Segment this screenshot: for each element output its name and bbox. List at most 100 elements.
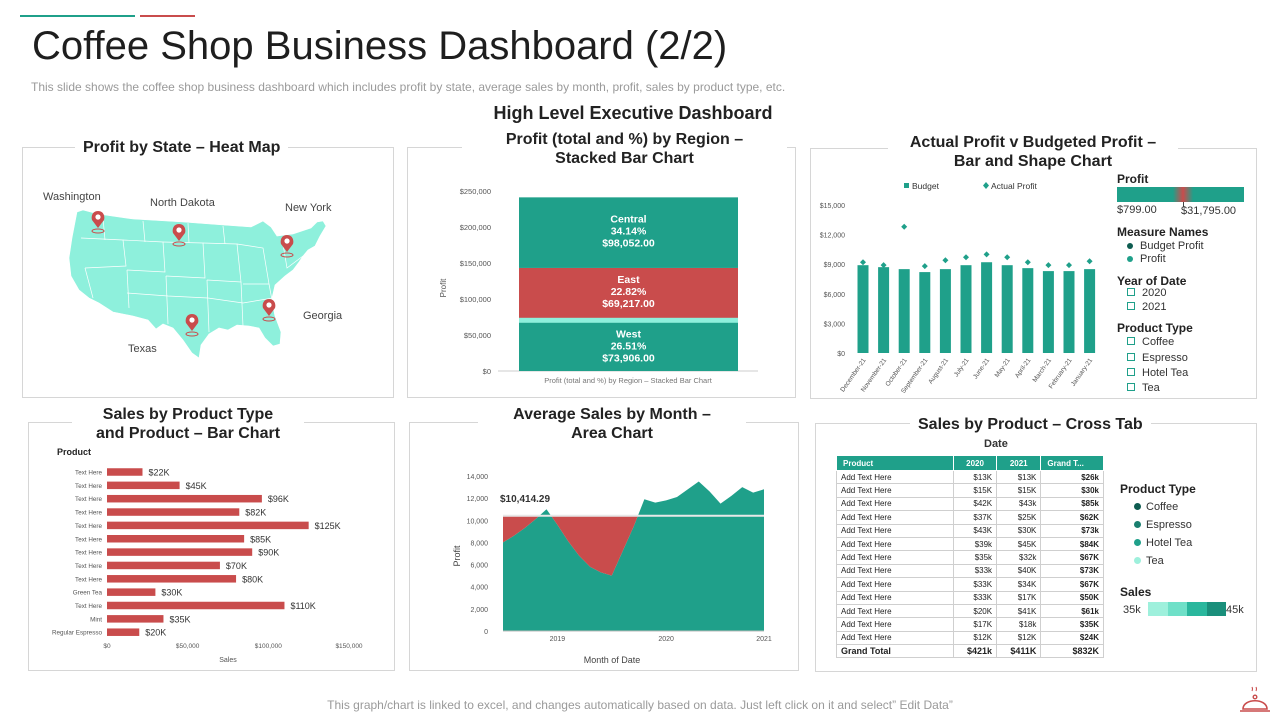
col-header-grand-total[interactable]: Grand T... bbox=[1040, 455, 1104, 471]
budget-chart: Budget Actual Profit $0 $3,000 $6,000 $9,00… bbox=[820, 181, 1096, 395]
product-bar bbox=[107, 588, 156, 596]
sales-gradient-bar[interactable] bbox=[1148, 602, 1226, 616]
product-bar-category-label: Text Here bbox=[75, 576, 102, 583]
area-panel: 0 2,000 4,000 6,000 8,000 10,000 12,000 14,000 … bbox=[409, 422, 799, 671]
crosstab-ptype-label: Tea bbox=[1146, 555, 1164, 567]
product-bar bbox=[107, 468, 143, 476]
measure-profit-item[interactable]: Profit bbox=[1127, 253, 1166, 265]
crosstab-product-cell: Add Text Here bbox=[836, 550, 954, 565]
crosstab-value-cell: $33K bbox=[952, 577, 998, 592]
crosstab-ptype-label: Coffee bbox=[1146, 501, 1179, 513]
crosstab-value-cell: $24K bbox=[1040, 630, 1104, 646]
crosstab-ptype-item[interactable]: Coffee bbox=[1134, 500, 1192, 518]
ptype-coffee-item[interactable]: Coffee bbox=[1127, 336, 1174, 348]
col-header-product[interactable]: Product bbox=[836, 455, 954, 471]
actual-profit-marker bbox=[1024, 259, 1031, 266]
crosstab-product-cell: Add Text Here bbox=[836, 590, 954, 605]
budget-xtick-label: June-21 bbox=[972, 357, 991, 381]
crosstab-value-cell: $17K bbox=[996, 590, 1042, 605]
stacked-bar-chart: $0 $50,000 $100,000 $150,000 $200,000 $250,00… bbox=[439, 187, 758, 385]
crosstab-table: Product 2020 2021 Grand T... Add Text He… bbox=[836, 455, 1104, 659]
us-map[interactable] bbox=[23, 148, 393, 397]
crosstab-ptype-item[interactable]: Hotel Tea bbox=[1134, 536, 1192, 554]
section-title: High Level Executive Dashboard bbox=[493, 103, 773, 123]
product-bar-xtick-label: $50,000 bbox=[176, 643, 200, 650]
stacked-ytick-label: $200,000 bbox=[460, 223, 491, 232]
crosstab-product-cell: Grand Total bbox=[836, 644, 954, 659]
ptype-tea-item[interactable]: Tea bbox=[1127, 382, 1160, 394]
cloche-icon bbox=[1240, 686, 1270, 712]
sales-min-label: 35k bbox=[1123, 604, 1141, 616]
dot-icon bbox=[1134, 557, 1141, 564]
actual-profit-marker bbox=[1045, 262, 1052, 269]
product-bar bbox=[107, 535, 245, 543]
budget-bar bbox=[939, 269, 951, 353]
crosstab-ptype-item[interactable]: Espresso bbox=[1134, 518, 1192, 536]
stacked-segment-label: 22.82% bbox=[611, 286, 647, 298]
actual-profit-marker bbox=[1086, 258, 1093, 265]
crosstab-title: Sales by Product – Cross Tab bbox=[910, 415, 1151, 434]
stacked-segment-label: 34.14% bbox=[611, 226, 647, 238]
legend-budget-swatch bbox=[904, 183, 909, 188]
product-bar-value-label: $70K bbox=[226, 561, 247, 571]
col-header-2020[interactable]: 2020 bbox=[952, 455, 998, 471]
dot-icon bbox=[1127, 256, 1133, 262]
crosstab-value-cell: $20K bbox=[952, 603, 998, 619]
crosstab-panel: Date Product 2020 2021 Grand T... Add Te… bbox=[815, 423, 1257, 672]
area-ytick-label: 6,000 bbox=[470, 563, 488, 570]
col-header-2021[interactable]: 2021 bbox=[996, 455, 1042, 471]
crosstab-value-cell: $411K bbox=[996, 644, 1042, 659]
product-bar-value-label: $125K bbox=[315, 521, 341, 531]
year-2020-item[interactable]: 2020 bbox=[1127, 287, 1166, 299]
ptype-hoteltea-item[interactable]: Hotel Tea bbox=[1127, 367, 1188, 379]
crosstab-value-cell: $12K bbox=[996, 630, 1042, 646]
crosstab-value-cell: $50K bbox=[1040, 590, 1104, 605]
product-bar bbox=[107, 601, 285, 610]
stacked-segment-west bbox=[519, 317, 738, 371]
crosstab-total-row: Grand Total $421k $411K $832K bbox=[836, 644, 1104, 659]
product-type-title: Product Type bbox=[1117, 321, 1193, 335]
stacked-title: Profit (total and %) by Region – Stacked… bbox=[462, 130, 787, 168]
ptype-coffee-label: Coffee bbox=[1142, 336, 1175, 348]
product-bar bbox=[107, 628, 140, 636]
product-bar-xtick-label: $150,000 bbox=[335, 643, 362, 650]
crosstab-ptype-label: Espresso bbox=[1146, 519, 1192, 531]
ptype-espresso-item[interactable]: Espresso bbox=[1127, 352, 1188, 364]
heatmap-title: Profit by State – Heat Map bbox=[75, 138, 289, 157]
stacked-title-line1: Profit (total and %) by Region – bbox=[505, 131, 744, 148]
sales-gradient-step bbox=[1206, 602, 1226, 616]
product-bar-category-label: Text Here bbox=[75, 603, 102, 610]
product-bar-value-label: $85K bbox=[250, 534, 271, 544]
budget-ytick-label: $0 bbox=[837, 351, 845, 358]
crosstab-ptype-item[interactable]: Tea bbox=[1134, 554, 1192, 572]
crosstab-value-cell: $15K bbox=[996, 483, 1042, 498]
year-2021-item[interactable]: 2021 bbox=[1127, 301, 1166, 313]
area-title-line2: Area Chart bbox=[571, 425, 653, 442]
budget-bar bbox=[1001, 265, 1013, 353]
product-bar-panel: Product Text Here $22K Text Here $45K Text H… bbox=[28, 422, 395, 671]
stacked-segment-label: Central bbox=[610, 214, 646, 226]
stacked-segment-label: $69,217.00 bbox=[602, 298, 655, 310]
sales-gradient-step bbox=[1187, 602, 1207, 616]
crosstab-product-cell: Add Text Here bbox=[836, 496, 954, 512]
budget-xtick-label: August-21 bbox=[927, 357, 950, 386]
measure-names-title: Measure Names bbox=[1117, 225, 1209, 239]
profit-gradient-bar[interactable] bbox=[1117, 187, 1244, 202]
area-ytick-label: 0 bbox=[484, 629, 488, 636]
budget-bar bbox=[1022, 268, 1034, 353]
measure-budget-item[interactable]: Budget Profit bbox=[1127, 240, 1204, 252]
table-row: Add Text Here $43K $30K $73k bbox=[836, 523, 1104, 538]
budget-bar bbox=[857, 265, 869, 353]
actual-profit-marker bbox=[860, 259, 866, 266]
product-bar-title: Sales by Product Type and Product – Bar … bbox=[72, 405, 304, 443]
product-bar bbox=[107, 561, 220, 570]
actual-profit-marker bbox=[1004, 254, 1011, 261]
sales-gradient-step bbox=[1167, 602, 1187, 616]
year-2020-label: 2020 bbox=[1142, 287, 1167, 299]
stacked-segment-east bbox=[519, 267, 738, 318]
page-subtitle: This slide shows the coffee shop busines… bbox=[31, 80, 786, 94]
product-bar-category-label: Green Tea bbox=[73, 590, 103, 597]
crosstab-value-cell: $67K bbox=[1040, 550, 1104, 565]
stacked-ytick-label: $150,000 bbox=[460, 259, 491, 268]
checkbox-icon bbox=[1127, 368, 1135, 376]
